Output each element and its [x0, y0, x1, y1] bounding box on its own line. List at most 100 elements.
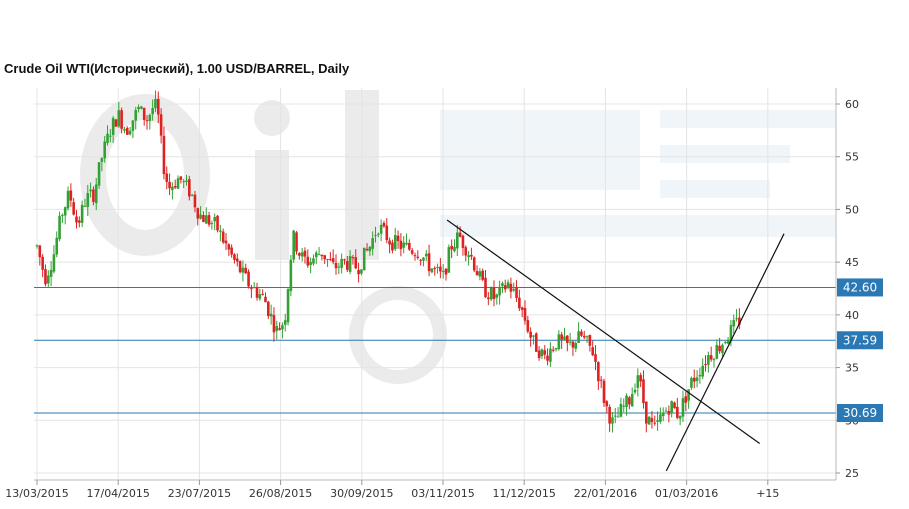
candle-body [732, 320, 736, 327]
candle-body [41, 256, 44, 270]
candle-body [114, 119, 118, 127]
candle-body [484, 277, 487, 298]
candle-body [281, 325, 284, 330]
level-badge-label: 37.59 [843, 333, 877, 347]
candle-body [597, 362, 600, 382]
candle-body [78, 220, 81, 223]
candle-body [354, 257, 358, 269]
candle-body [123, 129, 126, 131]
level-badges: 42.60 37.59 30.69 [837, 278, 883, 423]
candle-body [148, 114, 152, 122]
candle-body [467, 255, 470, 258]
candle-body [515, 287, 518, 298]
candle-body [80, 204, 84, 223]
candle-body [233, 254, 236, 260]
candle-body [261, 293, 264, 295]
candle-body [540, 349, 544, 357]
candle-body [137, 106, 140, 110]
candle-body [58, 215, 61, 240]
candle-body [478, 271, 482, 277]
candle-body [526, 320, 530, 332]
candle-body [557, 334, 561, 350]
candle-body [309, 261, 312, 266]
candle-body [684, 396, 688, 403]
y-tick-label: 35 [845, 362, 859, 375]
candle-body [340, 258, 343, 268]
candle-body [227, 244, 231, 250]
candle-body [512, 289, 516, 291]
candle-body [360, 269, 363, 274]
candle-body [498, 286, 501, 296]
candle-body [179, 176, 183, 180]
candle-body [250, 288, 253, 290]
candle-body [140, 106, 143, 109]
level-badge-label: 30.69 [843, 406, 877, 420]
candle-body [424, 253, 428, 257]
candle-body [396, 235, 400, 242]
x-tick-label: 30/09/2015 [330, 487, 393, 500]
candle-body [718, 345, 721, 352]
candle-body [551, 349, 555, 351]
candle-body [723, 342, 727, 344]
candle-body [196, 208, 200, 219]
candle-body [408, 242, 411, 250]
candle-body [419, 259, 422, 261]
candle-body [715, 344, 719, 359]
candle-body [362, 247, 366, 271]
candle-body [735, 318, 738, 320]
candle-body [441, 270, 445, 272]
candle-body [298, 253, 301, 256]
candle-body [46, 275, 50, 284]
candle-body [292, 230, 295, 260]
candle-body [523, 308, 527, 321]
candle-body [416, 256, 420, 258]
candle-body [89, 189, 92, 192]
candle-body [255, 287, 259, 298]
candle-body [588, 334, 592, 346]
candle-body [351, 257, 355, 259]
chart-title: Crude Oil WTI(Исторический), 1.00 USD/BA… [4, 61, 350, 76]
candle-body [692, 377, 696, 382]
candle-body [151, 108, 154, 115]
candle-body [453, 246, 456, 252]
candle-body [611, 417, 614, 424]
oilstat-watermark-logo [80, 90, 835, 384]
candle-body [190, 194, 194, 196]
candle-body [707, 355, 710, 365]
candle-body [320, 254, 324, 257]
candle-body [704, 364, 707, 366]
candle-body [188, 179, 191, 197]
candle-body [75, 216, 78, 223]
candle-body [554, 348, 558, 350]
candle-body [92, 189, 95, 202]
candle-body [379, 224, 383, 234]
candle-body [481, 270, 484, 280]
candle-body [605, 401, 609, 407]
candle-body [371, 238, 374, 249]
candle-body [698, 375, 702, 377]
candle-body [628, 397, 631, 405]
candle-body [591, 347, 594, 356]
candle-body [221, 231, 225, 243]
x-tick-label: 11/12/2015 [492, 487, 555, 500]
y-tick-label: 55 [845, 151, 859, 164]
candle-body [647, 416, 651, 425]
candle-body [549, 348, 552, 362]
candle-body [712, 359, 716, 361]
candle-body [475, 270, 479, 276]
candle-body [267, 301, 270, 317]
candle-body [687, 389, 690, 401]
candle-body [329, 259, 332, 261]
candle-body [219, 230, 222, 232]
candle-body [566, 335, 569, 343]
candle-body [171, 186, 174, 191]
candle-body [653, 422, 657, 424]
candle-body [86, 193, 90, 207]
candle-body [61, 214, 64, 216]
candle-body [55, 237, 59, 255]
candle-body [506, 282, 510, 288]
candle-body [210, 222, 214, 224]
candle-body [676, 406, 679, 418]
candle-body [269, 313, 273, 317]
candle-body [69, 190, 73, 201]
